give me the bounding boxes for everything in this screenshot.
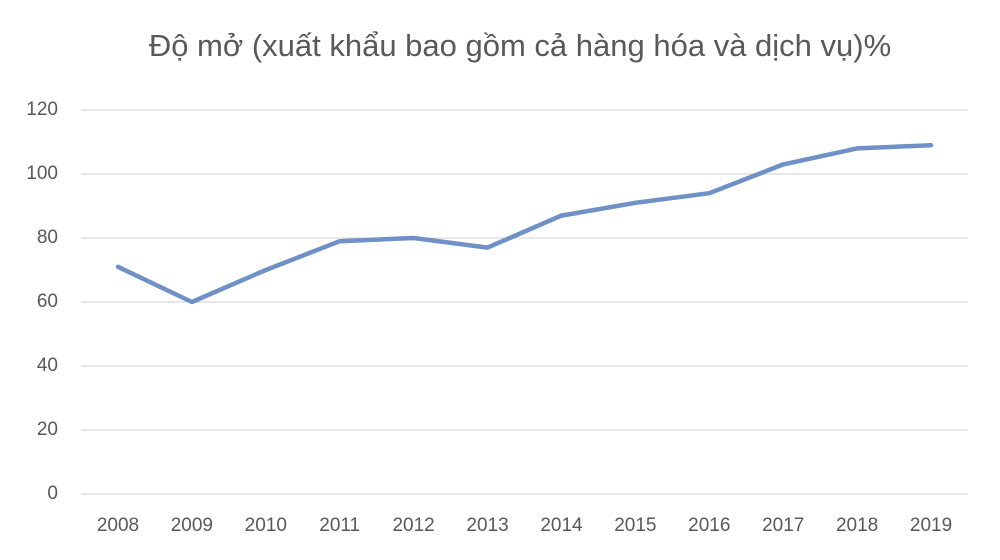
x-tick-label: 2008 <box>97 515 139 536</box>
x-tick-label: 2010 <box>245 515 287 536</box>
y-tick-label: 20 <box>37 419 58 440</box>
x-tick-label: 2015 <box>614 515 656 536</box>
y-tick-label: 60 <box>37 291 58 312</box>
x-tick-label: 2012 <box>392 515 434 536</box>
x-tick-label: 2011 <box>319 515 360 536</box>
chart-title: Độ mở (xuất khẩu bao gồm cả hàng hóa và … <box>149 28 891 63</box>
x-tick-label: 2019 <box>910 515 952 536</box>
x-tick-label: 2017 <box>762 515 804 536</box>
y-tick-label: 0 <box>47 483 58 504</box>
data-line <box>115 142 934 305</box>
y-tick-label: 100 <box>26 163 58 184</box>
x-tick-label: 2014 <box>540 515 583 536</box>
x-tick-label: 2009 <box>171 515 213 536</box>
y-tick-label: 120 <box>26 99 58 120</box>
x-tick-label: 2016 <box>688 515 730 536</box>
x-tick-label: 2013 <box>466 515 508 536</box>
y-tick-label: 80 <box>37 227 58 248</box>
y-tick-label: 40 <box>37 355 58 376</box>
x-tick-label: 2018 <box>836 515 878 536</box>
